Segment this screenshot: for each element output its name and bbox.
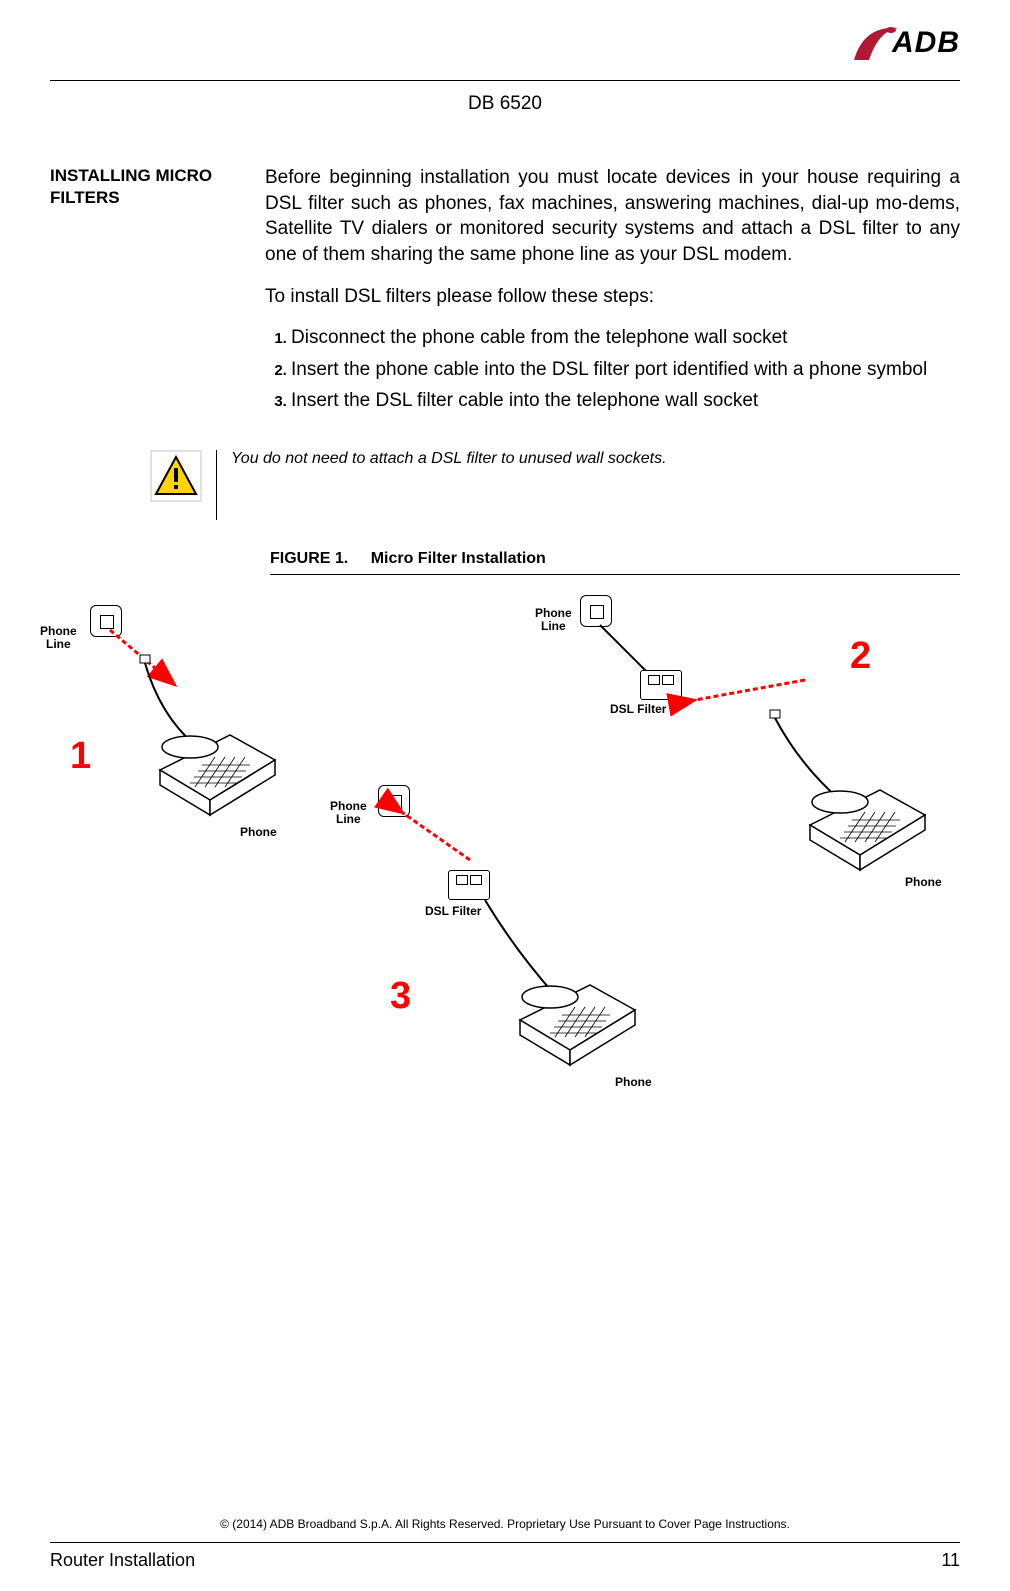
footer-left: Router Installation — [50, 1550, 195, 1571]
note-block: You do not need to attach a DSL filter t… — [150, 450, 960, 520]
header-rule — [50, 80, 960, 81]
step-number-2: 2 — [850, 635, 871, 678]
figure-caption: FIGURE 1. Micro Filter Installation — [270, 550, 960, 568]
logo: ADB — [849, 20, 960, 65]
step-number-3: 3 — [390, 975, 411, 1018]
label-phone-1: Phone — [240, 825, 277, 839]
phone-icon-3 — [500, 965, 640, 1070]
section-installing-micro-filters: INSTALLING MICRO FILTERS Before beginnin… — [50, 165, 960, 420]
figure-label: FIGURE 1. — [270, 550, 348, 567]
label-phone-2: Phone — [905, 875, 942, 889]
footer-rule — [50, 1542, 960, 1543]
steps-list: Disconnect the phone cable from the tele… — [265, 325, 960, 414]
footer: Router Installation 11 — [50, 1550, 960, 1571]
dsl-filter-2 — [640, 670, 682, 700]
lead-paragraph: To install DSL filters please follow the… — [265, 284, 960, 310]
label-phone-line-3: PhoneLine — [330, 800, 367, 826]
figure-rule — [270, 574, 960, 575]
section-heading: INSTALLING MICRO FILTERS — [50, 165, 265, 209]
step-3: Insert the DSL filter cable into the tel… — [291, 388, 960, 414]
section-body: Before beginning installation you must l… — [265, 165, 960, 420]
note-text: You do not need to attach a DSL filter t… — [231, 450, 667, 468]
label-dsl-filter-3: DSL Filter — [425, 905, 481, 918]
label-phone-line-1: PhoneLine — [40, 625, 77, 651]
step-1: Disconnect the phone cable from the tele… — [291, 325, 960, 351]
label-phone-3: Phone — [615, 1075, 652, 1089]
warning-icon — [150, 450, 202, 502]
label-dsl-filter-2: DSL Filter — [610, 703, 666, 716]
copyright: © (2014) ADB Broadband S.p.A. All Rights… — [0, 1517, 1010, 1531]
phone-icon-1 — [140, 715, 280, 820]
arrow-3 — [395, 805, 485, 875]
figure-title: Micro Filter Installation — [371, 550, 546, 567]
note-divider — [216, 450, 217, 520]
step-2: Insert the phone cable into the DSL filt… — [291, 357, 960, 383]
phone-icon-2 — [790, 770, 930, 875]
diagram-area: PhoneLine 1 Phone PhoneLine — [50, 595, 960, 1155]
footer-page-number: 11 — [941, 1550, 960, 1571]
step-number-1: 1 — [70, 735, 91, 778]
intro-paragraph: Before beginning installation you must l… — [265, 165, 960, 268]
doc-title: DB 6520 — [50, 93, 960, 115]
logo-swoosh-icon — [849, 20, 904, 65]
label-phone-line-2: PhoneLine — [535, 607, 572, 633]
